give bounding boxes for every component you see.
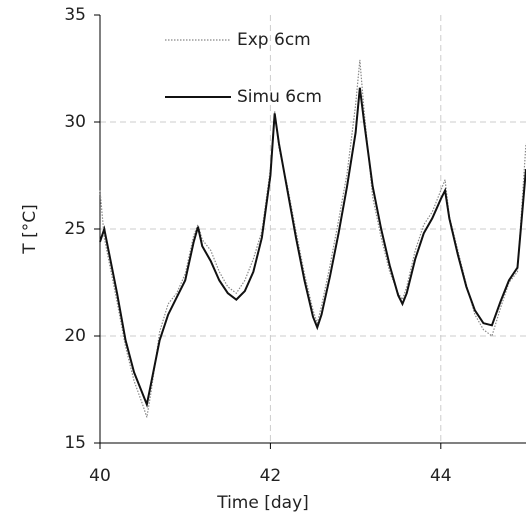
legend-label: Simu 6cm xyxy=(237,87,322,107)
y-tick-label: 35 xyxy=(64,5,86,25)
y-tick-label: 30 xyxy=(64,112,86,132)
x-axis-label: Time [day] xyxy=(216,493,309,513)
y-tick-label: 15 xyxy=(64,433,86,453)
legend-label: Exp 6cm xyxy=(237,30,311,50)
line-series xyxy=(99,87,526,408)
y-axis-label: T [°C] xyxy=(20,204,40,254)
y-tick-label: 20 xyxy=(64,326,86,346)
line-series xyxy=(99,59,526,418)
x-tick-label: 40 xyxy=(89,466,111,486)
x-tick-label: 42 xyxy=(260,466,282,486)
x-tick-label: 44 xyxy=(430,466,452,486)
y-tick-label: 25 xyxy=(64,219,86,239)
